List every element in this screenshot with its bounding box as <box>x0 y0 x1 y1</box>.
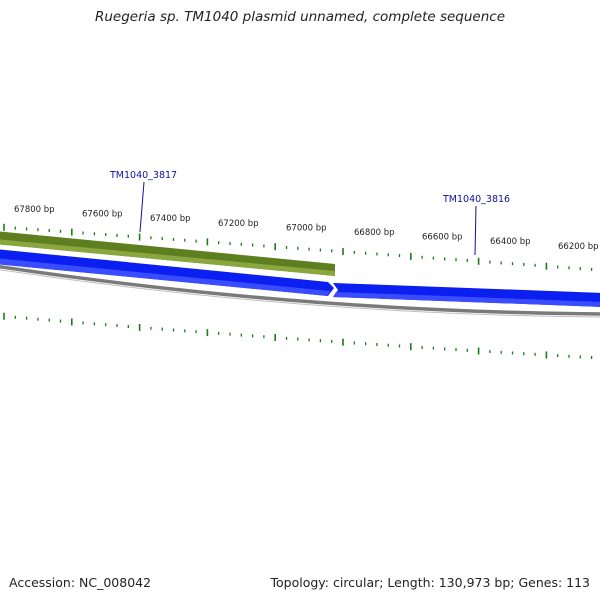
gene-label-leader-3816 <box>474 205 477 256</box>
reverse-gene-highlight-left <box>0 258 330 296</box>
scale-label: 66800 bp <box>354 228 395 238</box>
gene-label-tm1040-3817[interactable]: TM1040_3817 <box>109 170 177 181</box>
gene-label-tm1040-3816[interactable]: TM1040_3816 <box>442 194 510 205</box>
scale-label: 67200 bp <box>218 219 259 229</box>
scale-label-ring: 67800 bp 67600 bp 67400 bp 67200 bp 67000 bp… <box>14 205 599 252</box>
scale-label: 67400 bp <box>150 214 191 224</box>
plasmid-backbone <box>0 264 600 316</box>
gene-tm1040-3817[interactable] <box>0 231 335 276</box>
scale-label: 67000 bp <box>286 223 327 233</box>
plasmid-backbone-shadow <box>0 269 600 318</box>
inner-tick-ring <box>3 312 593 359</box>
topology-summary: Topology: circular; Length: 130,973 bp; … <box>270 575 591 590</box>
scale-label: 66200 bp <box>558 242 599 252</box>
gene-tm1040-3818-segment[interactable] <box>0 249 334 296</box>
map-title: Ruegeria sp. TM1040 plasmid unnamed, com… <box>94 9 506 25</box>
accession-label: Accession: NC_008042 <box>9 575 152 590</box>
gene-label-leader-3817 <box>139 181 145 233</box>
scale-label: 67600 bp <box>82 210 123 220</box>
gene-tm1040-3817-highlight <box>0 239 335 276</box>
scale-label: 67800 bp <box>14 205 55 215</box>
scale-label: 66400 bp <box>490 237 531 247</box>
gene-tm1040-3816-highlight <box>333 292 600 307</box>
outer-tick-ring <box>3 223 593 271</box>
scale-label: 66600 bp <box>422 233 463 243</box>
gene-tm1040-3816[interactable] <box>333 283 600 307</box>
